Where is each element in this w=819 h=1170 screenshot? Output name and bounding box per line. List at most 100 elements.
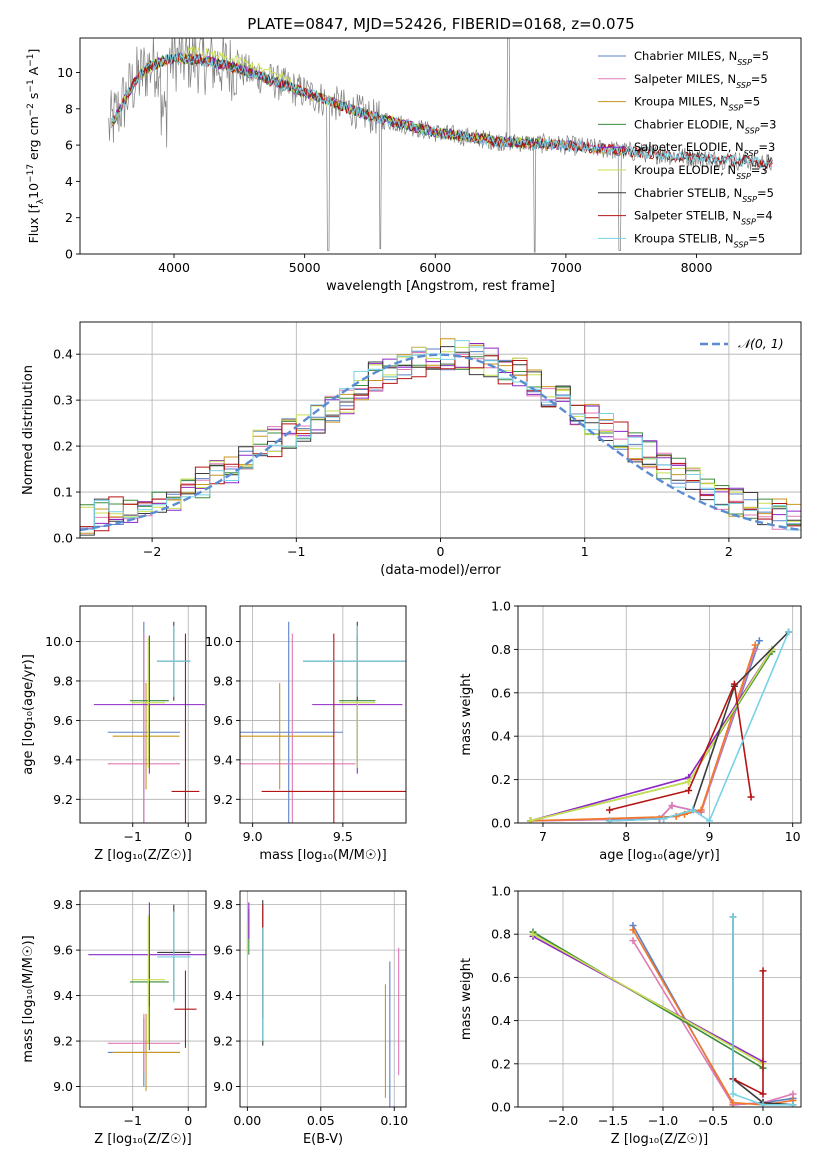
y-axis-label-part: 10 [26, 183, 41, 199]
x-tick-label: 9 [705, 829, 713, 844]
legend-entry-value: =4 [756, 209, 773, 223]
x-tick-label: 0.10 [380, 1113, 408, 1128]
y-tick-label: 9.6 [53, 713, 73, 728]
weight-point-marker [730, 680, 738, 688]
legend-entry: Kroupa ELODIE, NSSP=3 [634, 163, 768, 181]
x-axis-label: Z [log₁₀(Z/Z☉)] [94, 848, 191, 863]
weight-point-marker [729, 1090, 737, 1098]
z-age-errorbars [93, 621, 205, 823]
y-tick-label: 10.0 [205, 634, 233, 649]
y-tick-label: 9.6 [53, 943, 73, 958]
y-tick-label: 0.6 [491, 970, 511, 985]
weight-point-marker [729, 913, 737, 921]
y-tick-label: 0.8 [491, 642, 511, 657]
legend-entry: Salpeter ELODIE, NSSP=3 [634, 140, 775, 158]
y-tick-label: 9.8 [53, 897, 73, 912]
weight-point-marker [759, 1101, 767, 1107]
y-tick-label: 9.2 [213, 1034, 233, 1049]
y-tick-label: 9.0 [53, 1079, 73, 1094]
y-tick-label: 9.2 [53, 792, 73, 807]
y-tick-label: 0.2 [491, 772, 511, 787]
weight-point-marker [629, 937, 637, 945]
y-axis-label-part: erg cm [26, 116, 41, 164]
age-weight-panel: 7 8 9 10 0.0 0.2 0.4 0.6 0.8 1.0 age [log₁₀(age/yr… [459, 599, 802, 863]
mass-age-errorbars [240, 621, 406, 823]
weight-point-marker [755, 637, 763, 645]
y-axis-label: Flux [fλ10−17 erg cm−2 s−1 A−1] [26, 49, 46, 244]
y-axis-label-part: −1 [26, 54, 36, 67]
axes-frame [239, 605, 407, 824]
x-tick-label: 9.0 [243, 829, 263, 844]
x-tick-label: 4000 [158, 260, 190, 275]
normal-curve [80, 353, 801, 532]
weight-series-line [732, 916, 793, 1106]
legend-entry-value: =5 [751, 72, 768, 86]
legend-entry-value: =3 [751, 163, 768, 177]
legend-entry: Salpeter STELIB, NSSP=4 [634, 209, 773, 227]
y-axis-label: age [log₁₀(age/yr)] [21, 654, 36, 775]
x-tick-label: −2 [143, 544, 161, 559]
legend-entry-label: Kroupa MILES, N [634, 95, 729, 109]
x-tick-label: 9.5 [333, 829, 353, 844]
legend-entry-label: Salpeter STELIB, N [634, 209, 741, 223]
legend-entry-label: Kroupa ELODIE, N [634, 163, 736, 177]
z-age-panel: −1 0 9.2 9.4 9.6 9.8 10.0 Z [log₁₀(Z/Z☉)] age [l… [21, 605, 207, 863]
x-axis-label: Z [log₁₀(Z/Z☉)] [94, 1132, 191, 1147]
weight-point-marker [529, 930, 537, 938]
ebv-mass-errorbars [246, 900, 400, 1107]
legend-entry-value: =3 [758, 140, 775, 154]
legend-entry-sub: SSP [734, 240, 749, 249]
y-tick-label: 10 [57, 65, 73, 80]
weight-point-marker [629, 926, 637, 934]
x-tick-label: −1 [124, 829, 142, 844]
weight-point-marker [685, 786, 693, 794]
axes-frame [517, 890, 802, 1108]
y-axis-label-part: −2 [26, 103, 36, 116]
spectrum-panel: 4000 5000 6000 7000 8000 0 2 4 6 8 10 wavelength [A… [26, 37, 802, 294]
x-tick-label: 1 [581, 544, 589, 559]
z-mass-errorbars [88, 902, 206, 1092]
y-tick-label: 1.0 [491, 884, 511, 899]
y-tick-label: 9.8 [53, 673, 73, 688]
legend-entry-sub: SSP [736, 172, 751, 181]
legend-entry-sub: SSP [741, 217, 756, 226]
legend-entry-label: Chabrier ELODIE, N [634, 117, 745, 131]
x-tick-label: 0.05 [307, 1113, 335, 1128]
x-tick-label: 7000 [550, 260, 582, 275]
x-tick-label: 8000 [681, 260, 713, 275]
y-axis-label-part: A [26, 66, 41, 79]
y-tick-label: 9.4 [53, 988, 73, 1003]
legend-entry-value: =5 [757, 186, 774, 200]
weight-point-marker [759, 967, 767, 975]
x-tick-label: −1.0 [648, 1113, 678, 1128]
y-tick-label: 9.4 [213, 752, 233, 767]
z-weight-panel: −2.0 −1.5 −1.0 −0.5 0.0 0.0 0.2 0.4 0.6 0.8 1.0 Z [… [459, 884, 802, 1147]
x-axis-label: Z [log₁₀(Z/Z☉)] [611, 1132, 708, 1147]
legend-entry-sub: SSP [737, 58, 752, 67]
weight-point-marker [697, 806, 705, 814]
y-axis-label: mass weight [459, 673, 474, 755]
axes-frame [517, 605, 802, 824]
y-tick-label: 9.8 [213, 673, 233, 688]
legend-entry-sub: SSP [742, 194, 757, 203]
y-tick-label: 0.0 [53, 531, 73, 546]
weight-point-marker [751, 641, 759, 649]
legend-entry-label: Chabrier MILES, N [634, 49, 737, 63]
z-weight-lines [529, 913, 797, 1107]
x-tick-label: 0 [437, 544, 445, 559]
weight-point-marker [606, 806, 614, 814]
y-tick-label: 0 [65, 247, 73, 262]
y-axis-label-part: Flux [f [26, 204, 41, 244]
x-tick-label: 0 [184, 1113, 192, 1128]
weight-point-marker [705, 817, 713, 823]
z-mass-panel: −1 0 9.0 9.2 9.4 9.6 9.8 Z [log₁₀(Z/Z☉)] mass [l… [21, 890, 207, 1147]
y-axis-label-part: −1 [26, 79, 36, 92]
x-tick-label: −1 [287, 544, 305, 559]
legend-entry-label: Kroupa STELIB, N [634, 231, 734, 245]
legend-entry: Chabrier ELODIE, NSSP=3 [634, 117, 776, 135]
weight-point-marker [729, 1099, 737, 1107]
x-tick-label: 5000 [289, 260, 321, 275]
